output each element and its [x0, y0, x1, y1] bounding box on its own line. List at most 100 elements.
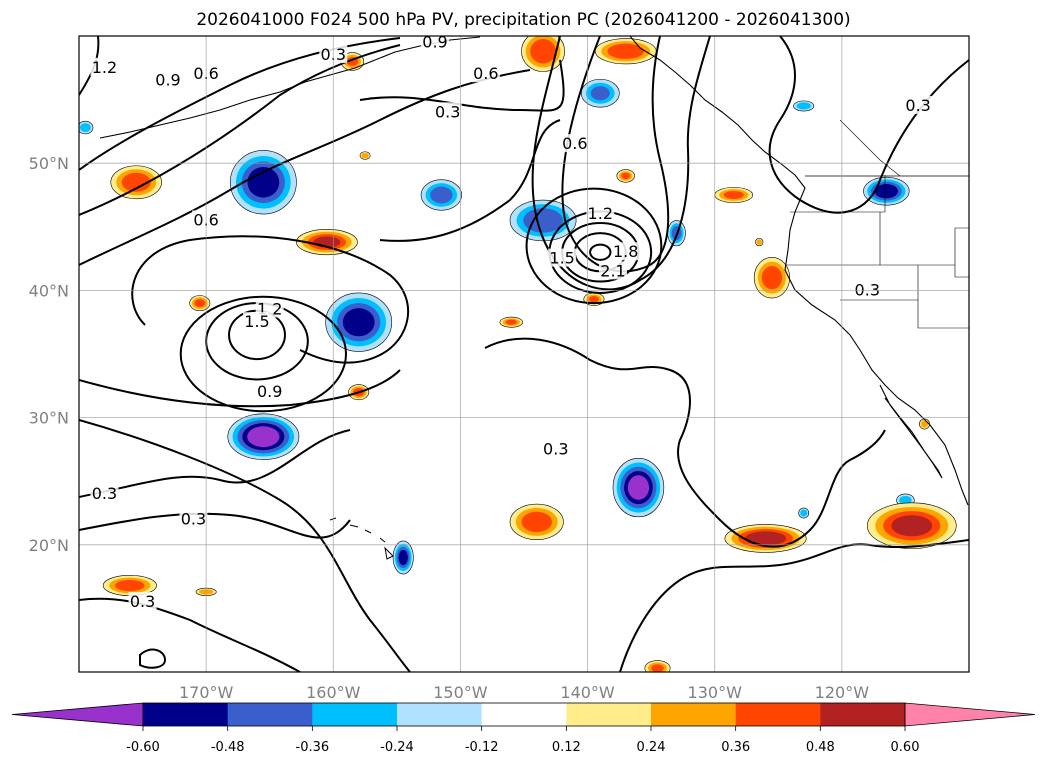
precip-anomaly-core	[622, 173, 629, 179]
colorbar-tick-label: -0.36	[296, 740, 330, 755]
contour-label-bg	[541, 439, 570, 458]
contour-label-bg	[560, 134, 589, 153]
pv-contour-ring	[589, 243, 612, 261]
colorbar-segment	[143, 703, 229, 726]
contour-label: 1.2	[588, 204, 613, 223]
contour-label-bg	[128, 592, 157, 611]
map-background	[79, 36, 969, 672]
map-area: 1.20.9 0.60.30.90.60.30.61.21.52.11.80.61…	[78, 32, 970, 673]
latitude-tick-label: 40°N	[29, 281, 69, 300]
longitude-tick-label: 120°W	[815, 683, 870, 702]
precip-anomaly-core	[363, 154, 367, 158]
contour-label: 0.3	[130, 592, 155, 611]
contour-label: 1.5	[244, 312, 269, 331]
colorbar-segment	[397, 703, 483, 726]
precip-anomaly-core	[751, 533, 780, 544]
longitude-tick-label: 170°W	[179, 683, 234, 702]
map-gridlines	[79, 36, 969, 672]
precip-anomaly-core	[531, 213, 555, 228]
colorbar-extend-max	[904, 702, 1036, 727]
colorbar-segment	[312, 703, 398, 726]
pv-contour-0.3-east	[619, 539, 969, 672]
contour-label-bg	[599, 261, 627, 280]
precip-anomaly-core	[629, 477, 648, 498]
latitude-tick-label: 50°N	[29, 154, 69, 173]
contour-label-bg	[421, 36, 449, 51]
precip-anomaly-core	[765, 270, 779, 285]
precip-anomaly-core	[316, 237, 338, 247]
chart-title: 2026041000 F024 500 hPa PV, precipitatio…	[196, 10, 850, 30]
pv-contour-south-loop	[79, 419, 411, 672]
precip-anomaly-core	[801, 511, 806, 515]
contour-label: 0.9	[422, 32, 447, 51]
colorbar-extend-min	[11, 702, 144, 727]
longitude-tick-labels: 170°W 160°W 150°W 140°W 130°W 120°W	[179, 683, 869, 702]
contour-label: 0.6	[473, 64, 498, 83]
contour-label-layer: 1.20.9 0.60.30.90.60.30.61.21.52.11.80.61…	[90, 32, 933, 611]
precip-anomaly-core	[347, 311, 371, 333]
colorbar-segment	[227, 703, 313, 726]
longitude-tick-label: 130°W	[688, 683, 743, 702]
contour-label: 0.9	[257, 382, 282, 401]
colorbar-tick-label: 0.12	[552, 740, 581, 755]
contour-label: 0.3	[855, 280, 880, 299]
colorbar-tick-label: -0.60	[126, 740, 160, 755]
contour-label: 0.3	[543, 439, 568, 458]
coastlines	[99, 36, 969, 560]
contour-label: 0.3	[92, 484, 117, 503]
north-america-coastline	[629, 36, 969, 506]
contour-label-bg	[904, 95, 933, 114]
colorbar-tick-label: 0.48	[806, 740, 835, 755]
colorbar-segment	[481, 703, 567, 726]
colorbar-tick-label: 0.24	[637, 740, 666, 755]
precip-anomaly-core	[507, 320, 516, 324]
contour-label-bg	[586, 204, 615, 223]
pv-contour-0.6-loop	[131, 235, 409, 364]
contour-label-bg	[90, 57, 119, 76]
pv-contour-ring	[179, 295, 348, 413]
contour-label: 0.9	[155, 71, 180, 90]
colorbar-segment	[651, 703, 737, 726]
precip-anomaly-core	[434, 189, 449, 201]
precip-anomaly-core	[399, 551, 407, 564]
colorbar-tick-label: 0.60	[891, 740, 920, 755]
pv-contour-small-loop	[139, 648, 167, 669]
contour-label-bg	[255, 382, 284, 401]
colorbar-tick-label: 0.36	[721, 740, 750, 755]
contour-label-bg	[179, 509, 208, 528]
state-borders	[785, 119, 969, 329]
colorbar-tick-label: -0.24	[380, 740, 414, 755]
contour-label-bg	[154, 70, 182, 89]
pv-contour-1.5-outer-west	[79, 369, 401, 408]
precip-anomaly-core	[593, 88, 607, 99]
precip-anomaly-core	[653, 665, 662, 671]
precip-anomaly-core	[82, 125, 89, 130]
precip-anomaly-core	[590, 297, 598, 302]
precip-anomaly-core	[615, 46, 637, 56]
contour-label: 0.6	[562, 134, 587, 153]
pv-contours	[79, 36, 969, 672]
contour-label: 0.3	[181, 509, 206, 528]
precip-anomaly-core	[922, 422, 927, 426]
longitude-tick-label: 160°W	[306, 683, 361, 702]
colorbar-tick-label: -0.12	[465, 740, 499, 755]
pv-contour-0.3-north	[79, 44, 565, 242]
contour-label-bg	[611, 242, 640, 261]
alaska-coastline	[99, 36, 481, 139]
precip-anomaly-core	[535, 44, 551, 59]
colorbar-segment	[566, 703, 652, 726]
contour-label-bg	[90, 483, 119, 502]
contour-label-bg	[433, 102, 462, 121]
pv-contour-0.6-west	[79, 69, 531, 266]
precip-anomaly-core	[727, 192, 741, 198]
map-frame	[78, 35, 970, 673]
contour-label-bg	[243, 312, 271, 331]
latitude-tick-label: 20°N	[29, 536, 69, 555]
contour-label: 0.3	[905, 96, 930, 115]
precip-anomaly-core	[878, 186, 895, 197]
precip-anomaly-core	[251, 171, 275, 194]
latitude-tick-label: 30°N	[29, 409, 69, 428]
contour-label-bg	[548, 248, 577, 267]
precip-anomaly-core	[902, 498, 909, 503]
